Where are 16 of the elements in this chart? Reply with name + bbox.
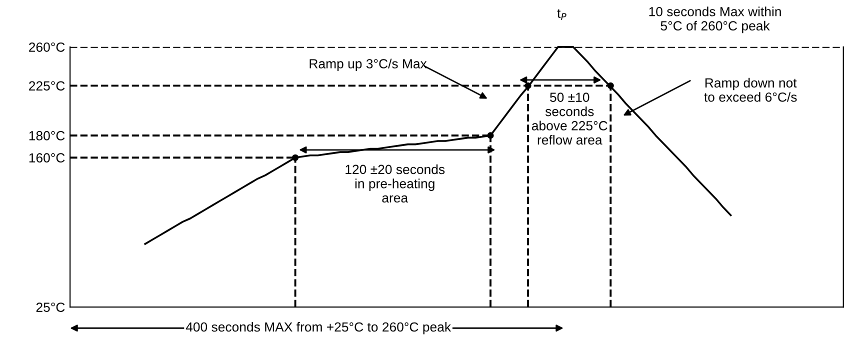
annotation: Ramp down not to exceed 6°C/s — [704, 78, 797, 102]
annotation: 50 ±10 seconds above 225°C reflow area — [532, 92, 608, 145]
y-tick-label: 225°C — [29, 81, 65, 91]
y-tick-label: 180°C — [29, 131, 65, 140]
point — [524, 82, 532, 89]
annotation: 120 ±20 seconds in pre-heating area — [346, 164, 445, 203]
text: t$_{P}$ — [557, 9, 566, 20]
point — [607, 82, 614, 89]
annotation: Ramp up 3°C/s Max — [310, 58, 427, 72]
point — [292, 154, 299, 161]
text: 400 seconds MAX from +25°C to 260°C peak — [186, 322, 452, 334]
y-tick-label: 260°C — [29, 42, 65, 52]
y-tick-label: 160°C — [29, 153, 65, 163]
y-tick-label: 25°C — [36, 302, 65, 312]
text: 10 seconds Max within 5°C of 260°C peak — [649, 6, 781, 34]
point — [487, 132, 494, 139]
